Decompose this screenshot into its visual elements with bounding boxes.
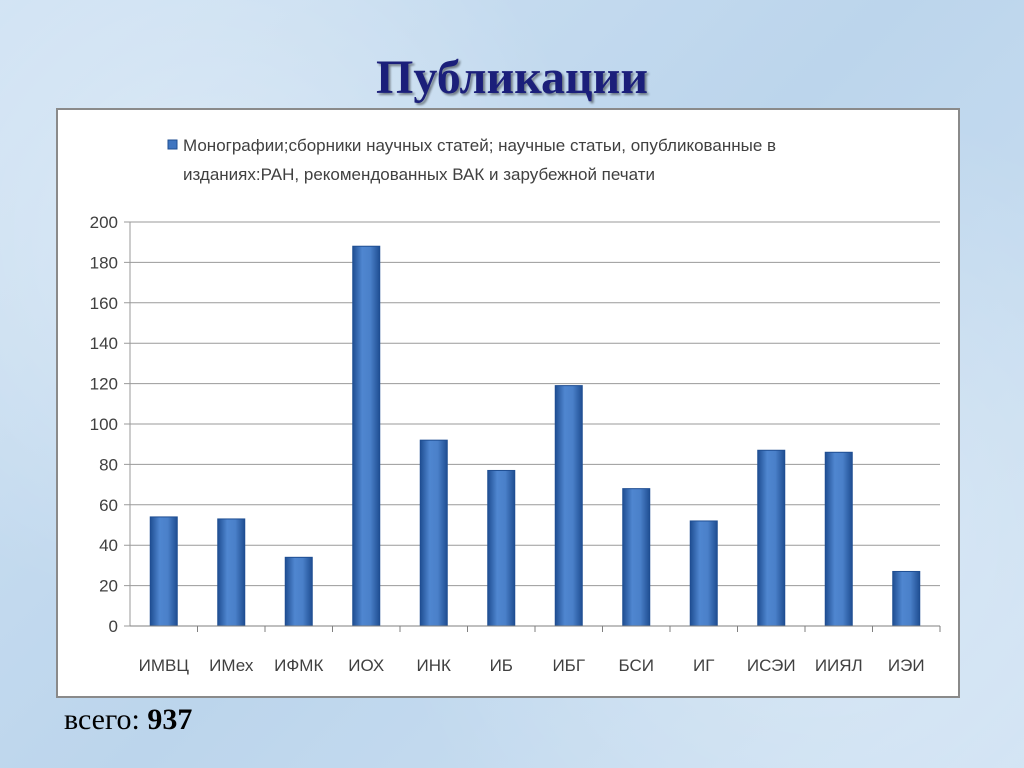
y-axis: 0 20 40 60 80 100 120 140 160 180 200 [90,213,131,636]
bar-ИИЯЛ [824,451,853,627]
bars [149,245,921,627]
x-tick-label: ИОХ [348,656,384,675]
x-tick-label: ИФМК [274,656,323,675]
total-value: 937 [147,703,193,736]
chart-legend: Монографии;сборники научных статей; науч… [167,136,776,184]
y-tick-label: 60 [99,496,118,515]
gridlines [124,221,940,627]
y-tick-label: 160 [90,294,118,313]
x-tick-label: ИГ [693,656,714,675]
bar-chart: Монографии;сборники научных статей; науч… [90,136,941,675]
bar-БСИ [622,488,651,627]
x-tick-label: ИМВЦ [139,656,190,675]
y-tick-label: 200 [90,213,118,232]
bar-ИБГ [554,385,583,627]
y-tick-label: 140 [90,334,118,353]
bar-ИМВЦ [149,516,178,627]
y-tick-label: 80 [99,455,118,474]
x-tick-label: ИСЭИ [747,656,796,675]
legend-label-line2: изданиях:РАН, рекомендованных ВАК и зару… [183,165,655,184]
y-tick-label: 120 [90,375,118,394]
y-tick-label: 40 [99,536,118,555]
bar-ИЭИ [892,570,921,627]
y-tick-label: 100 [90,415,118,434]
slide-title: Публикации [376,51,648,104]
bar-ИОХ [352,245,381,627]
chart-frame: Монографии;сборники научных статей; науч… [56,108,960,698]
bar-ИМех [217,518,246,627]
bar-ИГ [689,520,718,627]
x-axis: ИМВЦ ИМех ИФМК ИОХ ИНК ИБ ИБГ БСИ ИГ ИСЭИ ИИЯЛ ИЭИ [130,625,941,675]
bar-ИБ [487,469,516,627]
y-tick-label: 180 [90,253,118,272]
y-tick-label: 0 [109,617,118,636]
bar-ИФМК [284,556,313,627]
x-tick-label: ИИЯЛ [815,656,863,675]
bar-ИНК [419,439,448,627]
y-tick-label: 20 [99,577,118,596]
x-tick-label: ИБ [490,656,513,675]
x-tick-label: ИНК [417,656,451,675]
total-summary: всего: 937 [64,703,192,737]
x-tick-label: БСИ [619,656,654,675]
legend-label-line1: Монографии;сборники научных статей; науч… [183,136,776,155]
legend-swatch [167,139,178,150]
x-tick-label: ИЭИ [888,656,925,675]
x-tick-label: ИМех [209,656,254,675]
x-tick-label: ИБГ [552,656,585,675]
total-label: всего: [64,703,140,736]
bar-ИСЭИ [757,449,786,627]
